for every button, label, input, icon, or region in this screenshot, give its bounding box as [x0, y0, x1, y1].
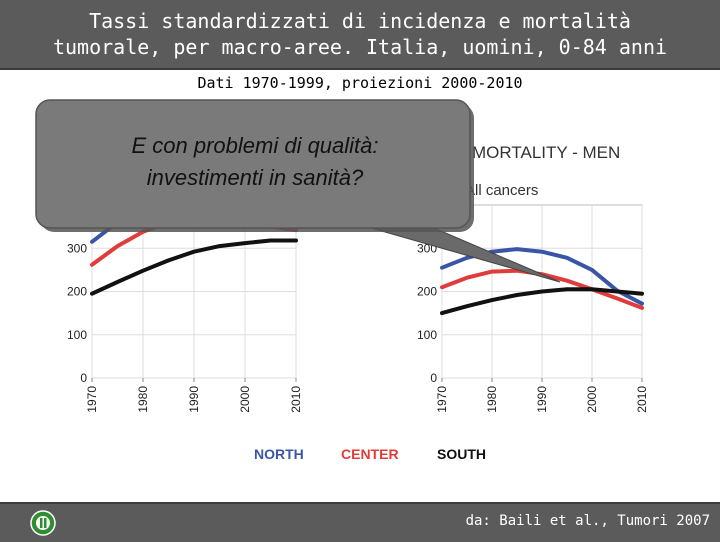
- green-round-emblem-icon: [30, 510, 56, 536]
- y-tick-label: 0: [80, 371, 87, 385]
- y-tick-label: 100: [67, 328, 87, 342]
- callout-box: [35, 99, 471, 229]
- footer-bar: da: Baili et al., Tumori 2007: [0, 502, 720, 542]
- series-line-south: [440, 287, 644, 316]
- slide-title-line-1: Tassi standardizzati di incidenza e mort…: [89, 9, 631, 33]
- x-tick-label: 2000: [238, 386, 252, 413]
- source-citation: da: Baili et al., Tumori 2007: [465, 513, 710, 529]
- x-tick-label: 1990: [187, 386, 201, 413]
- legend: NORTH CENTER SOUTH: [0, 446, 720, 466]
- callout-line-1: E con problemi di qualità:: [131, 133, 379, 158]
- y-tick-label: 200: [417, 285, 437, 299]
- callout-text: E con problemi di qualità: investimenti …: [42, 130, 468, 194]
- series-line-south: [90, 238, 298, 296]
- x-tick-label: 1980: [136, 386, 150, 413]
- chart-title: MORTALITY - MEN: [472, 143, 620, 162]
- callout-line-2: investimenti in sanità?: [146, 165, 364, 190]
- x-tick-label: 1990: [535, 386, 549, 413]
- legend-center: CENTER: [341, 446, 399, 462]
- x-tick-label: 1970: [85, 386, 99, 413]
- x-tick-label: 2010: [635, 386, 649, 413]
- x-tick-label: 2000: [585, 386, 599, 413]
- y-tick-label: 100: [417, 328, 437, 342]
- y-tick-label: 300: [67, 241, 87, 255]
- y-tick-label: 0: [430, 371, 437, 385]
- y-tick-label: 200: [67, 285, 87, 299]
- x-tick-label: 1980: [485, 386, 499, 413]
- callout-bubble: [35, 99, 561, 283]
- title-bar: Tassi standardizzati di incidenza e mort…: [0, 0, 720, 70]
- x-tick-label: 2010: [289, 386, 303, 413]
- legend-south: SOUTH: [437, 446, 486, 462]
- x-tick-label: 1970: [435, 386, 449, 413]
- chart-subtitle: All cancers: [465, 182, 538, 199]
- legend-north: NORTH: [254, 446, 304, 462]
- slide-title-line-2: tumorale, per macro-aree. Italia, uomini…: [52, 35, 668, 59]
- slide-subtitle: Dati 1970-1999, proiezioni 2000-2010: [197, 74, 523, 92]
